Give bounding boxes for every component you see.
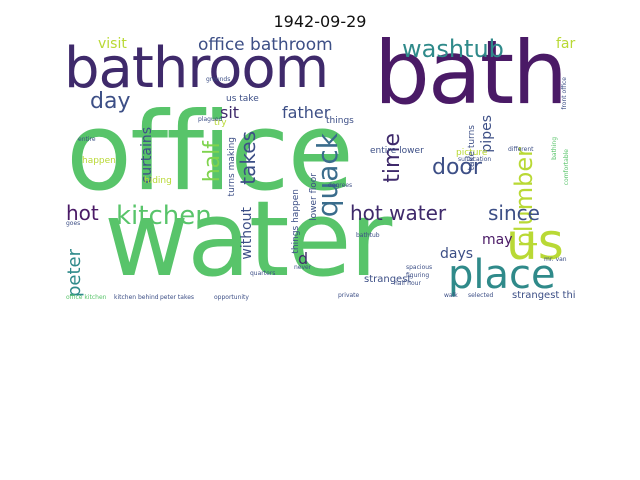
word: day xyxy=(90,89,131,114)
word: different xyxy=(508,146,534,153)
word: hot water xyxy=(350,201,447,225)
word: office xyxy=(66,90,354,215)
word: comfortable xyxy=(563,149,570,186)
word: curtains xyxy=(139,127,155,184)
word: degrees xyxy=(328,182,353,189)
word: front office xyxy=(561,77,568,110)
word: kitchen xyxy=(116,201,212,231)
word: washtub xyxy=(402,37,504,63)
word: peter xyxy=(64,249,85,298)
word: half hour xyxy=(394,280,421,287)
word: time xyxy=(380,133,405,183)
word: hot xyxy=(66,201,99,225)
word: take turns xyxy=(467,125,477,171)
word: us xyxy=(506,213,564,271)
word: plumber xyxy=(510,147,538,248)
word: happen xyxy=(82,156,116,166)
word: father xyxy=(282,103,331,122)
word: goes xyxy=(66,220,81,227)
word: days xyxy=(440,246,474,262)
word: things xyxy=(326,116,354,126)
word-cloud: office water bath bathroom us place quac… xyxy=(64,37,576,302)
word: quarters xyxy=(250,270,276,277)
word: grounds xyxy=(206,76,231,83)
word: opportunity xyxy=(214,294,249,301)
word: d xyxy=(298,249,309,268)
word: office bathroom xyxy=(198,37,333,55)
word: office kitchen xyxy=(66,294,107,301)
word: plagued xyxy=(198,116,223,123)
word: never xyxy=(294,264,312,271)
word: may xyxy=(482,232,513,248)
word: things happen xyxy=(291,189,301,254)
word: walk xyxy=(444,292,458,299)
word: sit xyxy=(220,103,240,122)
word: mr. van xyxy=(544,256,567,263)
word: pipes xyxy=(479,115,495,153)
word: selected xyxy=(468,292,494,299)
word: kitchen behind xyxy=(114,294,159,301)
word: us take xyxy=(226,94,259,104)
word: place xyxy=(448,252,556,298)
chart-title: 1942-09-29 xyxy=(273,12,367,31)
word: bathroom xyxy=(64,37,329,101)
word: since xyxy=(488,201,540,225)
word: visit xyxy=(98,37,127,52)
word: without xyxy=(239,207,255,260)
word: entire xyxy=(78,136,96,143)
word: private xyxy=(338,292,360,299)
word: takes xyxy=(236,131,260,185)
word: far xyxy=(556,37,576,52)
word: bathtub xyxy=(356,232,380,239)
word: entire lower xyxy=(370,146,424,156)
word: spacious xyxy=(406,264,433,271)
word: suffocation xyxy=(458,156,492,163)
word: turns making xyxy=(227,137,237,197)
word: strangest xyxy=(364,274,412,285)
word: water xyxy=(104,178,392,300)
word: try xyxy=(214,118,227,128)
word: figuring xyxy=(406,272,430,279)
word: bath xyxy=(374,37,568,124)
word: bathing xyxy=(551,137,558,160)
word: picture xyxy=(456,148,488,158)
word: lower floor xyxy=(309,173,319,221)
word: strangest things xyxy=(512,290,576,301)
word: half xyxy=(200,141,225,183)
word: hiding xyxy=(144,176,172,186)
word: door xyxy=(432,155,482,180)
word: peter takes xyxy=(160,294,195,301)
